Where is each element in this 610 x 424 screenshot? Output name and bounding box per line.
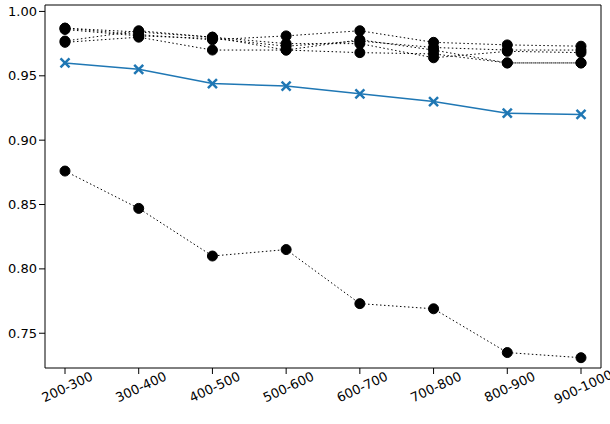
svg-text:200-300: 200-300 — [40, 369, 96, 406]
svg-text:300-400: 300-400 — [113, 369, 169, 406]
svg-text:0.85: 0.85 — [8, 197, 37, 212]
svg-text:0.75: 0.75 — [8, 326, 37, 341]
svg-text:0.95: 0.95 — [8, 68, 37, 83]
svg-text:0.90: 0.90 — [8, 133, 37, 148]
svg-text:400-500: 400-500 — [187, 369, 243, 406]
svg-text:900-1000: 900-1000 — [552, 367, 602, 407]
svg-text:800-900: 800-900 — [482, 369, 538, 406]
svg-text:500-600: 500-600 — [261, 369, 317, 406]
svg-text:0.80: 0.80 — [8, 261, 37, 276]
svg-text:600-700: 600-700 — [334, 369, 390, 406]
svg-text:700-800: 700-800 — [408, 369, 464, 406]
svg-text:1.00: 1.00 — [8, 4, 37, 19]
